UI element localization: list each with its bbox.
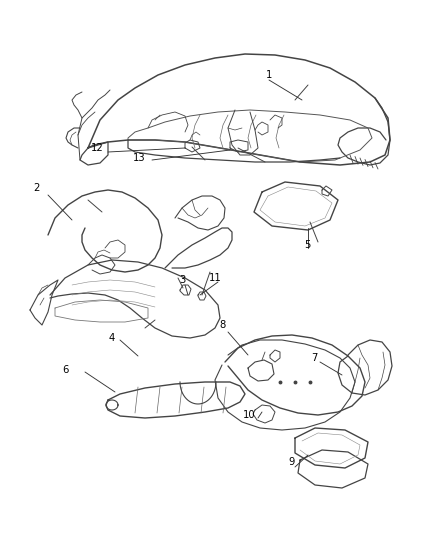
Text: 8: 8 (219, 320, 225, 330)
Text: 12: 12 (91, 143, 103, 153)
Text: 4: 4 (109, 333, 115, 343)
Text: 2: 2 (33, 183, 39, 193)
Text: 5: 5 (304, 240, 310, 250)
Text: 11: 11 (208, 273, 221, 283)
Text: 6: 6 (62, 365, 68, 375)
Text: 7: 7 (311, 353, 317, 363)
Text: 9: 9 (289, 457, 295, 467)
Text: 10: 10 (243, 410, 255, 420)
Text: 3: 3 (179, 275, 185, 285)
Text: 13: 13 (133, 153, 145, 163)
Text: 1: 1 (266, 70, 272, 80)
